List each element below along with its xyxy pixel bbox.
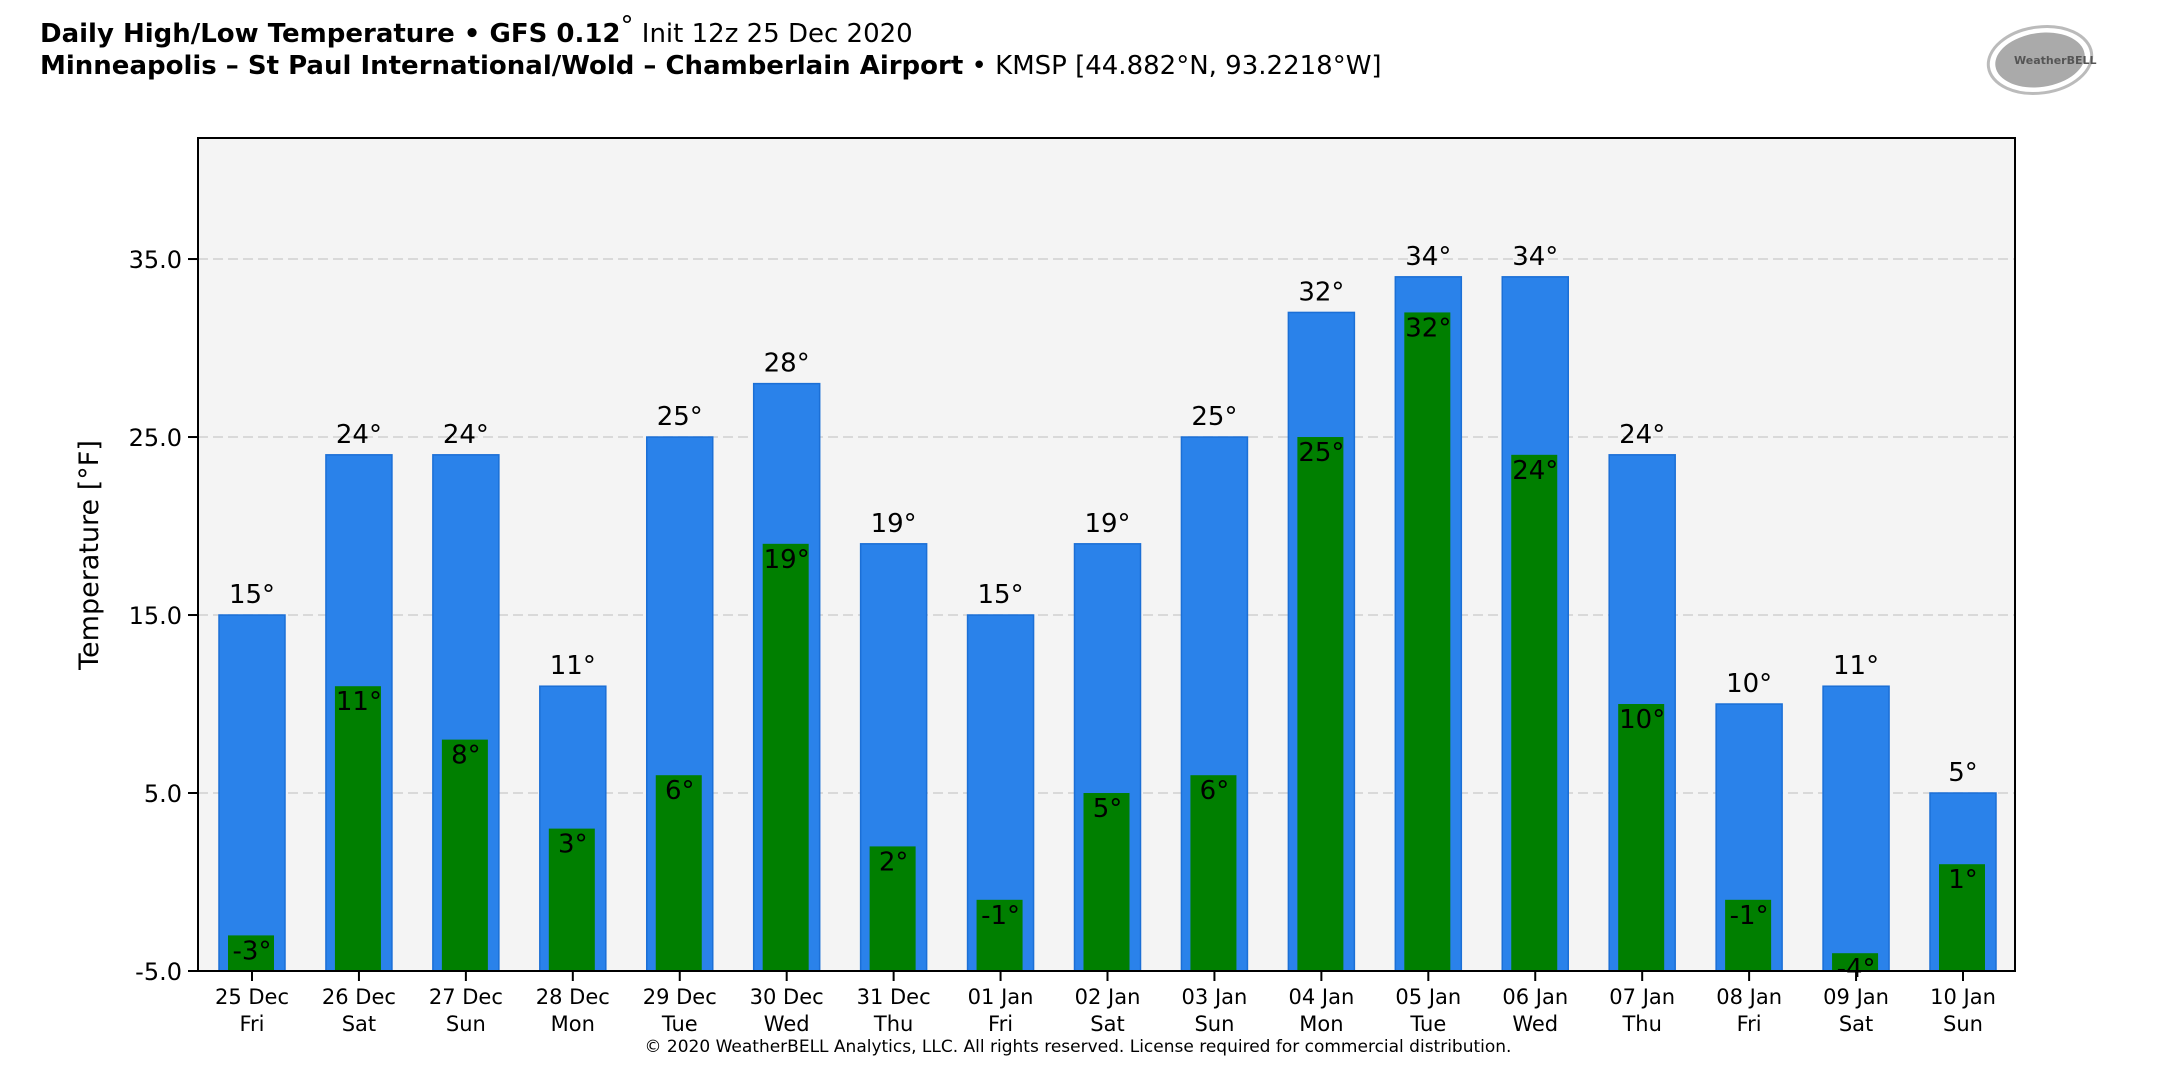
low-bar: [1832, 953, 1879, 971]
high-label: 32°: [1298, 277, 1344, 307]
high-bar: [1822, 685, 1890, 972]
x-tick-date: 29 Dec: [643, 985, 717, 1009]
x-tick-date: 28 Dec: [536, 985, 610, 1009]
x-tick-date: 02 Jan: [1075, 985, 1141, 1009]
high-label: 24°: [1619, 420, 1665, 450]
low-bar: [1404, 312, 1451, 971]
x-tick-weekday: Fri: [988, 1012, 1013, 1036]
low-label: 32°: [1405, 313, 1451, 343]
x-tick-weekday: Wed: [1512, 1012, 1558, 1036]
low-bar: [762, 543, 809, 971]
x-tick-date: 30 Dec: [750, 985, 824, 1009]
low-bar: [1297, 437, 1344, 971]
x-tick-weekday: Thu: [1621, 1012, 1661, 1036]
low-bar: [1725, 899, 1772, 971]
low-bar: [1083, 793, 1130, 971]
low-label: 10°: [1619, 705, 1665, 735]
low-bar: [548, 828, 595, 971]
low-label: 25°: [1298, 438, 1344, 468]
high-bar: [218, 614, 286, 972]
high-label: 24°: [443, 420, 489, 450]
x-tick-date: 26 Dec: [322, 985, 396, 1009]
low-label: 19°: [764, 545, 810, 575]
x-tick-weekday: Mon: [1299, 1012, 1343, 1036]
high-label: 34°: [1512, 242, 1558, 272]
low-label: 3°: [558, 830, 588, 860]
high-label: 5°: [1948, 758, 1978, 788]
y-tick-label: -5.0: [135, 958, 182, 986]
copyright-footer: © 2020 WeatherBELL Analytics, LLC. All r…: [645, 1037, 1512, 1057]
x-tick-date: 27 Dec: [429, 985, 503, 1009]
x-tick-date: 25 Dec: [215, 985, 289, 1009]
y-tick-label: 25.0: [129, 424, 182, 452]
x-tick-weekday: Sat: [1090, 1012, 1124, 1036]
x-tick-date: 31 Dec: [857, 985, 931, 1009]
high-label: 15°: [229, 580, 275, 610]
low-label: -1°: [981, 901, 1020, 931]
y-tick-label: 5.0: [144, 780, 182, 808]
x-tick-weekday: Wed: [764, 1012, 810, 1036]
x-tick-date: 10 Jan: [1930, 985, 1996, 1009]
low-label: 1°: [1948, 865, 1978, 895]
low-bar: [655, 775, 702, 971]
x-tick-date: 09 Jan: [1823, 985, 1889, 1009]
chart-title-line1: Daily High/Low Temperature • GFS 0.12° I…: [40, 11, 913, 49]
weatherbell-logo: WeatherBELL: [1986, 25, 2097, 95]
low-label: 11°: [336, 687, 382, 717]
high-label: 19°: [1084, 509, 1130, 539]
x-tick-date: 07 Jan: [1609, 985, 1675, 1009]
low-label: 2°: [879, 847, 909, 877]
low-label: -1°: [1730, 901, 1769, 931]
low-bar: [228, 935, 274, 971]
low-bar: [1618, 704, 1665, 971]
high-label: 10°: [1726, 669, 1772, 699]
low-label: 6°: [665, 776, 695, 806]
low-label: 8°: [451, 741, 481, 771]
x-tick-weekday: Mon: [551, 1012, 595, 1036]
low-bar: [441, 739, 488, 971]
high-label: 15°: [978, 580, 1024, 610]
x-tick-date: 08 Jan: [1716, 985, 1782, 1009]
x-tick-weekday: Thu: [873, 1012, 913, 1036]
x-tick-date: 05 Jan: [1395, 985, 1461, 1009]
high-label: 19°: [871, 509, 917, 539]
low-label: -3°: [233, 936, 272, 966]
x-tick-date: 06 Jan: [1502, 985, 1568, 1009]
high-label: 25°: [1191, 402, 1237, 432]
y-tick-label: 35.0: [129, 246, 182, 274]
y-axis-label: Temperature [°F]: [74, 440, 105, 671]
low-bar: [976, 899, 1023, 971]
low-bar: [1511, 454, 1558, 971]
x-tick-weekday: Sun: [1943, 1012, 1983, 1036]
low-bar: [1190, 775, 1237, 971]
x-tick-weekday: Tue: [1409, 1012, 1446, 1036]
high-label: 34°: [1405, 242, 1451, 272]
x-tick-weekday: Sat: [342, 1012, 376, 1036]
high-label: 11°: [1833, 651, 1879, 681]
x-tick-weekday: Tue: [661, 1012, 698, 1036]
high-label: 28°: [764, 349, 810, 379]
chart-title-line2: Minneapolis – St Paul International/Wold…: [40, 51, 1382, 81]
x-tick-weekday: Fri: [239, 1012, 264, 1036]
low-bar: [334, 686, 381, 971]
x-tick-weekday: Sat: [1839, 1012, 1873, 1036]
x-tick-weekday: Fri: [1737, 1012, 1762, 1036]
low-label: 5°: [1093, 794, 1123, 824]
x-tick-date: 03 Jan: [1182, 985, 1248, 1009]
high-label: 11°: [550, 651, 596, 681]
low-bar: [1939, 864, 1985, 971]
y-tick-label: 15.0: [129, 602, 182, 630]
x-tick-weekday: Sun: [1194, 1012, 1234, 1036]
low-label: 6°: [1200, 776, 1230, 806]
high-label: 25°: [657, 402, 703, 432]
high-label: 24°: [336, 420, 382, 450]
x-tick-weekday: Sun: [446, 1012, 486, 1036]
low-label: 24°: [1512, 456, 1558, 486]
x-tick-date: 01 Jan: [968, 985, 1034, 1009]
x-tick-date: 04 Jan: [1288, 985, 1354, 1009]
low-bar: [869, 846, 916, 971]
svg-text:WeatherBELL: WeatherBELL: [2014, 54, 2097, 67]
